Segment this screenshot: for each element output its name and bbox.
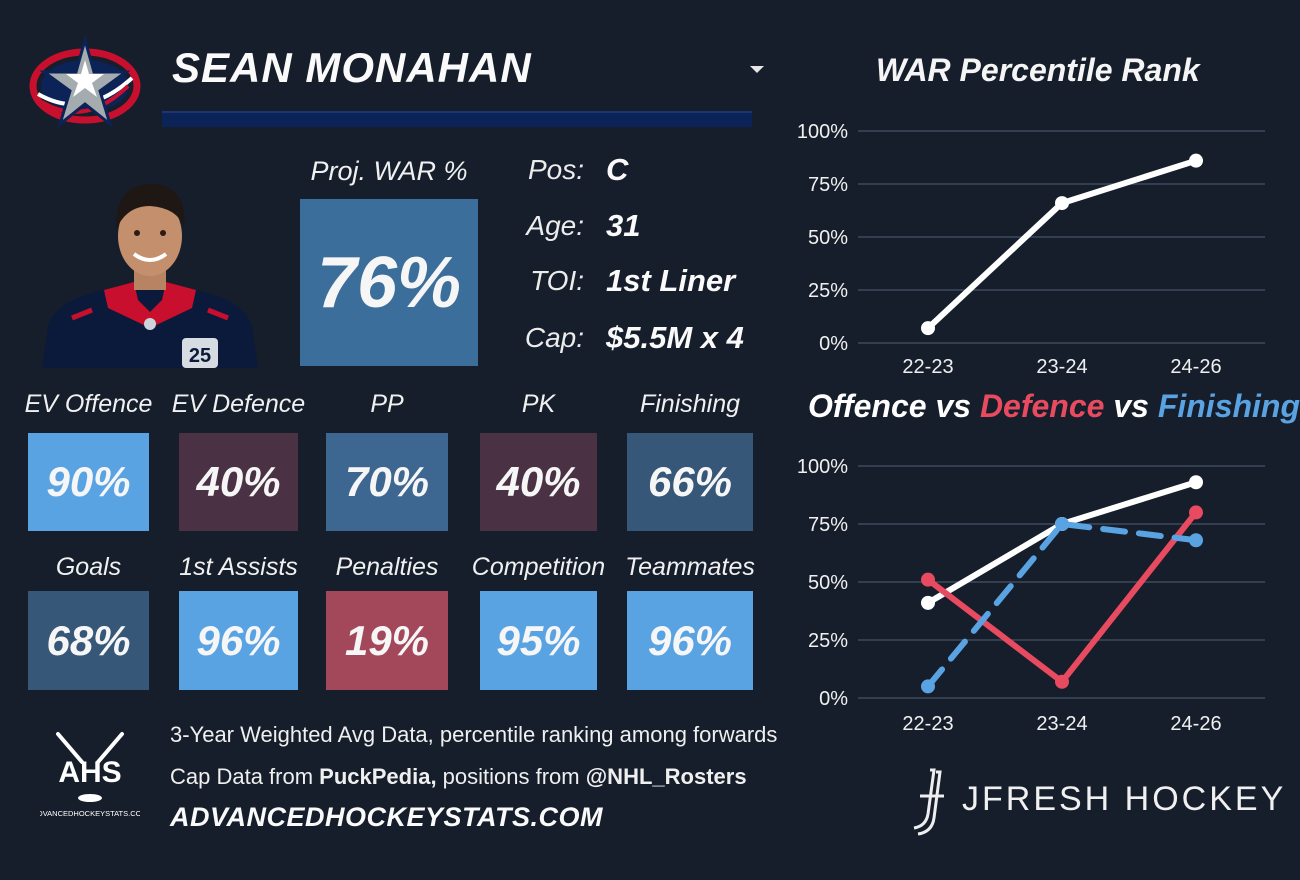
data-point — [1055, 517, 1069, 531]
data-point — [1055, 674, 1069, 689]
y-tick-label: 50% — [808, 572, 848, 594]
x-tick-label: 22-23 — [902, 356, 953, 378]
x-tick-label: 24-26 — [1170, 356, 1221, 378]
stat-label: Penalties — [335, 553, 439, 581]
title-defence: Defence — [979, 388, 1105, 424]
stat-tile: 70% — [326, 433, 448, 531]
info-key: Cap: — [524, 322, 584, 353]
footer-credits-prefix: Cap Data from — [170, 764, 320, 789]
name-underline-bar — [162, 111, 752, 127]
stat-tile: 19% — [326, 591, 448, 690]
data-point — [921, 679, 935, 694]
y-tick-label: 25% — [808, 630, 848, 652]
x-tick-label: 23-24 — [1036, 713, 1087, 735]
stat-label: Goals — [55, 553, 122, 581]
info-key: TOI: — [530, 265, 584, 296]
title-vs-2: vs — [1113, 388, 1149, 424]
y-tick-label: 0% — [819, 688, 848, 710]
data-point — [1189, 475, 1203, 490]
info-key: Pos: — [527, 154, 584, 185]
player-headshot: 25 — [42, 178, 258, 368]
stat-value: 90% — [46, 458, 131, 505]
footer-url[interactable]: ADVANCEDHOCKEYSTATS.COM — [170, 802, 604, 832]
x-tick-label: 23-24 — [1036, 356, 1087, 378]
stat-label: 1st Assists — [179, 553, 298, 581]
stat-value: 40% — [496, 458, 581, 505]
stat-label: EV Offence — [24, 390, 153, 418]
stat-tile: 90% — [28, 433, 149, 531]
brand-name: JFRESH HOCKEY — [962, 780, 1287, 818]
stat-value: 70% — [344, 458, 430, 505]
data-point — [1055, 196, 1069, 211]
stat-tile: 96% — [179, 591, 298, 690]
y-tick-label: 75% — [808, 514, 848, 536]
stat-value: 96% — [647, 616, 733, 664]
stat-value: 96% — [196, 616, 281, 664]
stat-tile: 66% — [627, 433, 753, 531]
title-finishing: Finishing — [1157, 388, 1300, 424]
x-tick-label: 22-23 — [902, 713, 953, 735]
ahs-logo-text: AHS — [58, 756, 121, 789]
y-tick-label: 0% — [819, 333, 848, 355]
info-key: Age: — [526, 210, 584, 241]
player-name: SEAN MONAHAN — [172, 44, 532, 91]
y-tick-label: 25% — [808, 280, 848, 302]
chevron-down-icon[interactable] — [750, 66, 764, 73]
stat-tile: 95% — [480, 591, 597, 690]
stat-value: 66% — [647, 458, 733, 505]
offence-defence-finishing-chart: 0% 25% 50% 75% 100% 22-23 23-24 24-26 — [797, 456, 1265, 735]
series-line-finishing — [925, 521, 1199, 690]
y-tick-label: 75% — [808, 174, 848, 196]
ahs-logo-subtext: ADVANCEDHOCKEYSTATS.COM — [40, 809, 140, 818]
info-value: 1st Liner — [606, 263, 736, 298]
proj-war-label: Proj. WAR % — [310, 156, 468, 186]
stat-label: EV Defence — [171, 390, 306, 418]
title-offence: Offence — [808, 388, 927, 424]
war-percentile-chart: 0% 25% 50% 75% 100% 22-23 23-24 24-26 — [797, 121, 1265, 378]
footer-note: 3-Year Weighted Avg Data, percentile ran… — [170, 722, 778, 747]
nhl-rosters-link[interactable]: @NHL_Rosters — [585, 764, 747, 789]
y-tick-label: 50% — [808, 227, 848, 249]
comparison-chart-title: Offence vs Defence vs Finishing — [808, 388, 1300, 425]
stat-label: Finishing — [639, 390, 741, 418]
data-point — [921, 572, 935, 587]
stat-label: Teammates — [625, 553, 755, 581]
svg-text:25: 25 — [189, 345, 211, 367]
stat-tile: 40% — [179, 433, 298, 531]
stat-tile: 40% — [480, 433, 597, 531]
proj-war-value: 76% — [316, 242, 462, 323]
series-line-offence — [925, 479, 1199, 606]
data-point — [1189, 153, 1203, 168]
jfresh-logo-icon — [906, 766, 950, 836]
y-tick-label: 100% — [797, 456, 848, 478]
y-tick-label: 100% — [797, 121, 848, 143]
data-point — [1189, 505, 1203, 520]
info-value: $5.5M x 4 — [606, 320, 744, 355]
stat-label: Competition — [471, 553, 606, 581]
data-point — [1189, 533, 1203, 548]
team-logo — [28, 34, 143, 136]
info-value: C — [606, 152, 629, 187]
series-line-war — [925, 157, 1199, 332]
stat-value: 68% — [46, 616, 131, 664]
info-value: 31 — [606, 208, 641, 243]
footer-credits-mid: positions from — [436, 764, 586, 789]
proj-war-tile: 76% — [300, 199, 478, 366]
stat-label: PP — [370, 390, 404, 418]
stat-tile: 96% — [627, 591, 753, 690]
x-tick-label: 24-26 — [1170, 713, 1221, 735]
ahs-logo: AHS ADVANCEDHOCKEYSTATS.COM — [32, 728, 148, 820]
data-point — [921, 595, 935, 610]
footer-credits: Cap Data from PuckPedia, positions from … — [170, 764, 747, 790]
stat-value: 95% — [496, 616, 581, 664]
stat-tile: 68% — [28, 591, 149, 690]
data-point — [921, 321, 935, 336]
war-chart-title: WAR Percentile Rank — [876, 52, 1200, 88]
stat-value: 19% — [344, 616, 430, 664]
stat-value: 40% — [196, 458, 281, 505]
title-vs-1: vs — [935, 388, 972, 424]
stat-label: PK — [521, 390, 556, 418]
puckpedia-link[interactable]: PuckPedia, — [319, 764, 437, 789]
